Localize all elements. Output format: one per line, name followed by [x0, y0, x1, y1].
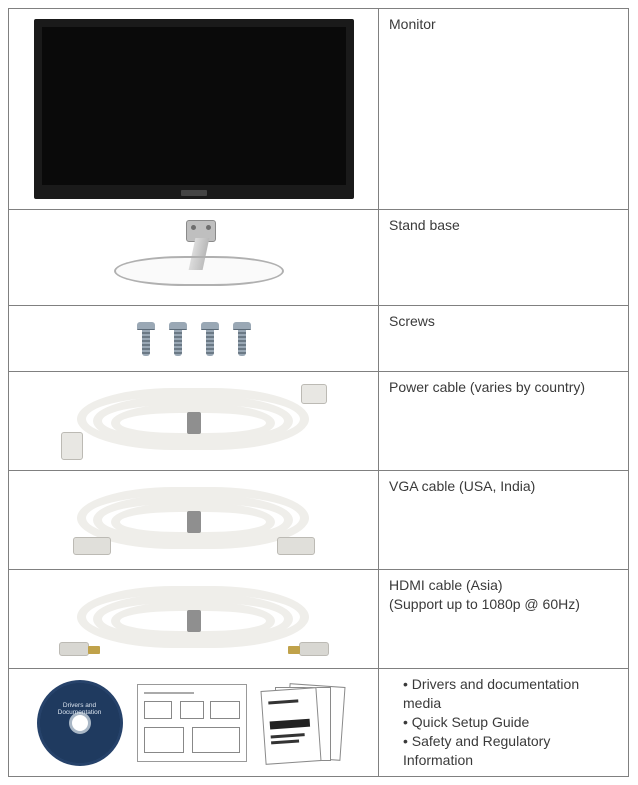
package-contents-table: Monitor Stand base [8, 8, 629, 777]
desc-cell-hdmi-cable: HDMI cable (Asia) (Support up to 1080p @… [379, 570, 629, 669]
image-cell-screws [9, 306, 379, 372]
docs-bullet: Drivers and documentation media [403, 675, 618, 713]
label-monitor: Monitor [389, 16, 436, 32]
desc-cell-docs: Drivers and documentation media Quick Se… [379, 669, 629, 777]
label-stand: Stand base [389, 217, 460, 233]
desc-cell-vga-cable: VGA cable (USA, India) [379, 471, 629, 570]
booklets-icon [261, 683, 351, 763]
table-row: Power cable (varies by country) [9, 372, 629, 471]
docs-illustration: Drivers and Documentation [13, 680, 374, 766]
table-row: HDMI cable (Asia) (Support up to 1080p @… [9, 570, 629, 669]
monitor-illustration [34, 19, 354, 199]
table-row: Drivers and Documentation [9, 669, 629, 777]
image-cell-power-cable [9, 372, 379, 471]
image-cell-vga-cable [9, 471, 379, 570]
docs-bullet: Safety and Regulatory Information [403, 732, 618, 770]
screws-illustration [13, 322, 374, 356]
table-row: Stand base [9, 210, 629, 306]
docs-bullet: Quick Setup Guide [403, 713, 618, 732]
table-row: Screws [9, 306, 629, 372]
package-contents-body: Monitor Stand base [9, 9, 629, 777]
image-cell-docs: Drivers and Documentation [9, 669, 379, 777]
desc-cell-screws: Screws [379, 306, 629, 372]
image-cell-stand [9, 210, 379, 306]
label-hdmi-cable: HDMI cable (Asia) (Support up to 1080p @… [389, 577, 580, 612]
desc-cell-power-cable: Power cable (varies by country) [379, 372, 629, 471]
table-row: VGA cable (USA, India) [9, 471, 629, 570]
stand-illustration [94, 220, 294, 292]
vga-cable-illustration [59, 481, 329, 559]
desc-cell-stand: Stand base [379, 210, 629, 306]
disc-label: Drivers and Documentation [45, 702, 115, 716]
docs-bullet-list: Drivers and documentation media Quick Se… [389, 675, 618, 769]
label-screws: Screws [389, 313, 435, 329]
quick-setup-sheet-icon [137, 684, 247, 762]
label-power-cable: Power cable (varies by country) [389, 379, 585, 395]
disc-icon: Drivers and Documentation [37, 680, 123, 766]
power-cable-illustration [59, 382, 329, 460]
label-vga-cable: VGA cable (USA, India) [389, 478, 535, 494]
hdmi-cable-illustration [59, 580, 329, 658]
image-cell-hdmi-cable [9, 570, 379, 669]
image-cell-monitor [9, 9, 379, 210]
table-row: Monitor [9, 9, 629, 210]
desc-cell-monitor: Monitor [379, 9, 629, 210]
